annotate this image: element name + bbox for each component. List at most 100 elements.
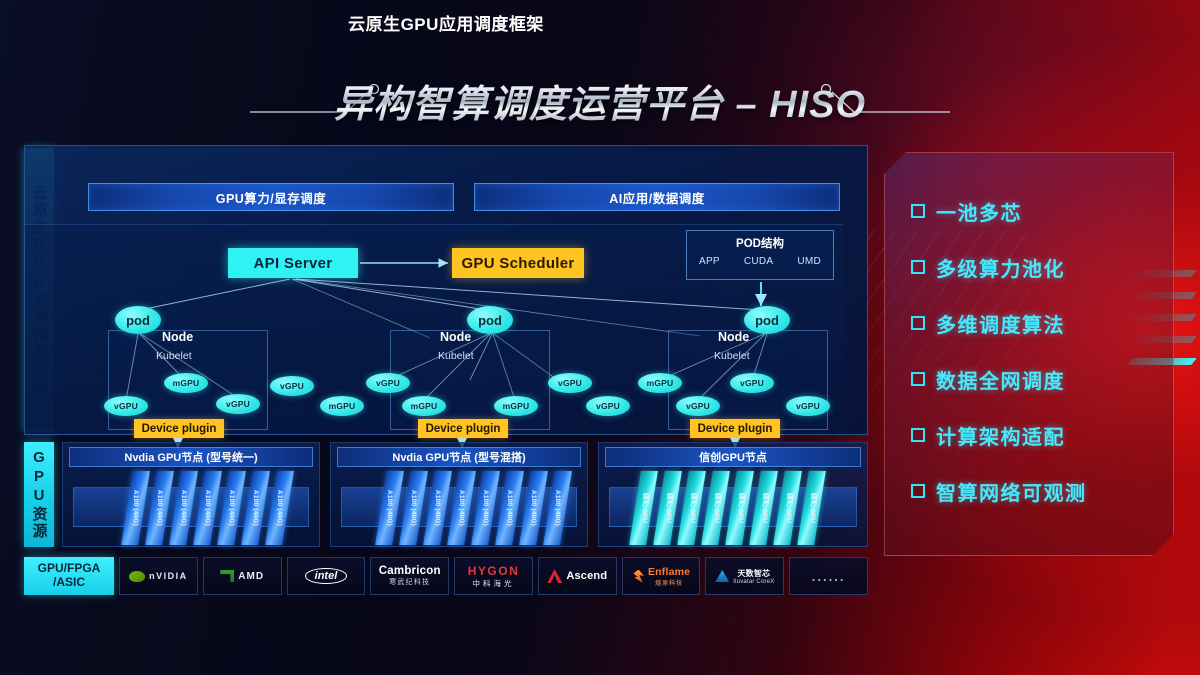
gpu-card[interactable]: A100 (40G) — [375, 471, 404, 545]
pod-structure-item-umd: UMD — [797, 256, 821, 267]
vendor-logo-enflame[interactable]: Enflame 燧原科技 — [621, 557, 701, 595]
gpu-card[interactable]: A100 (40G) — [169, 471, 198, 545]
vendor-logo-intel[interactable]: intel — [286, 557, 366, 595]
feature-item-4[interactable]: 数据全网调度 — [911, 351, 1173, 407]
vendor-logo-iluvatar[interactable]: 天数智芯 Iluvatar CoreX — [705, 557, 785, 595]
gpu-ellipse-3-4[interactable]: vGPU — [786, 396, 830, 416]
node-label-3: Node — [718, 330, 750, 344]
feature-item-1[interactable]: 一池多芯 — [911, 183, 1173, 239]
kubelet-label-3: Kubelet — [714, 350, 750, 362]
api-server-box[interactable]: API Server — [228, 248, 358, 278]
nvidia-eye-icon — [129, 570, 146, 582]
intel-oval-icon: intel — [304, 568, 348, 584]
gpu-ellipse-2-1[interactable]: vGPU — [366, 373, 410, 393]
gpu-ellipse-2-3[interactable]: mGPU — [494, 396, 538, 416]
device-plugin-1[interactable]: Device plugin — [134, 419, 224, 438]
gpu-card[interactable]: 国产 GPU — [629, 471, 658, 545]
gpu-cards-1: A100 (40G) A100 (40G) A100 (40G) A100 (4… — [63, 471, 319, 545]
gpu-group-domestic: 信创GPU节点 国产 GPU 国产 GPU 国产 GPU 国产 GPU 国产 G… — [598, 442, 868, 547]
checkbox-icon — [911, 316, 925, 330]
gpu-ellipse-3-1[interactable]: mGPU — [638, 373, 682, 393]
gpu-card[interactable]: A100 (40G) — [193, 471, 222, 545]
vendor-logo-hygon[interactable]: HYGON 中科海光 — [454, 557, 533, 595]
enflame-flame-icon — [633, 569, 644, 583]
gpu-group-title-1: Nvdia GPU节点 (型号统一) — [69, 447, 313, 467]
gpu-card[interactable]: 国产 GPU — [749, 471, 778, 545]
gpu-card[interactable]: A100 (40G) — [519, 471, 548, 545]
vendor-logo-row: GPU/FPGA /ASIC nVIDIA AMD intel Cambrico… — [24, 557, 869, 595]
gpu-ellipse-2-5[interactable]: vGPU — [586, 396, 630, 416]
vendor-category-tag: GPU/FPGA /ASIC — [24, 557, 114, 595]
gpu-ellipse-2-2[interactable]: mGPU — [402, 396, 446, 416]
gpu-card[interactable]: 国产 GPU — [653, 471, 682, 545]
gpu-ellipse-3-3[interactable]: vGPU — [730, 373, 774, 393]
gpu-cards-3: 国产 GPU 国产 GPU 国产 GPU 国产 GPU 国产 GPU 国产 GP… — [599, 471, 867, 545]
gpu-card[interactable]: 国产 GPU — [677, 471, 706, 545]
vendor-logo-nvidia[interactable]: nVIDIA — [119, 557, 198, 595]
ascend-chevron-icon — [547, 569, 563, 583]
vendor-logo-more[interactable]: ...... — [789, 557, 869, 595]
pod-structure-item-app: APP — [698, 256, 720, 267]
device-plugin-3[interactable]: Device plugin — [690, 419, 780, 438]
pod-ellipse-1[interactable]: pod — [115, 306, 161, 334]
gpu-ellipse-1-4[interactable]: vGPU — [270, 376, 314, 396]
amd-arrow-icon — [220, 570, 235, 582]
slide-title-area: 异构智算调度运营平台 – HISO — [0, 72, 1200, 128]
feature-highlight-panel: 一池多芯 多级算力池化 多维调度算法 数据全网调度 计算架构适配 智算网络可观测 — [884, 152, 1174, 556]
device-plugin-2[interactable]: Device plugin — [418, 419, 508, 438]
kubelet-label-1: Kubelet — [156, 350, 192, 362]
gpu-card[interactable]: A100 (40G) — [265, 471, 294, 545]
gpu-ellipse-2-4[interactable]: vGPU — [548, 373, 592, 393]
checkbox-icon — [911, 372, 925, 386]
bar-gpu-compute-memory-scheduling[interactable]: GPU算力/显存调度 — [88, 183, 454, 211]
gpu-card[interactable]: 国产 GPU — [701, 471, 730, 545]
title-decoration-left-icon — [250, 83, 390, 114]
gpu-resource-row: Nvdia GPU节点 (型号统一) A100 (40G) A100 (40G)… — [62, 442, 868, 547]
gpu-ellipse-3-2[interactable]: vGPU — [676, 396, 720, 416]
gpu-group-nvidia-uniform: Nvdia GPU节点 (型号统一) A100 (40G) A100 (40G)… — [62, 442, 320, 547]
checkbox-icon — [911, 260, 925, 274]
bar-ai-app-data-scheduling[interactable]: AI应用/数据调度 — [474, 183, 840, 211]
gpu-group-nvidia-mixed: Nvdia GPU节点 (型号混搭) A100 (40G) A100 (40G)… — [330, 442, 588, 547]
pod-ellipse-2[interactable]: pod — [467, 306, 513, 334]
gpu-card[interactable]: A100 (40G) — [121, 471, 150, 545]
gpu-card[interactable]: A100 (40G) — [447, 471, 476, 545]
gpu-card[interactable]: 国产 GPU — [725, 471, 754, 545]
gpu-ellipse-1-2[interactable]: mGPU — [164, 373, 208, 393]
feature-item-3[interactable]: 多维调度算法 — [911, 295, 1173, 351]
feature-item-2[interactable]: 多级算力池化 — [911, 239, 1173, 295]
gpu-card[interactable]: A100 (40G) — [471, 471, 500, 545]
vendor-tag-line1: GPU/FPGA — [37, 561, 101, 576]
gpu-scheduler-box[interactable]: GPU Scheduler — [452, 248, 584, 278]
gpu-ellipse-1-3[interactable]: vGPU — [216, 394, 260, 414]
gpu-card[interactable]: 国产 GPU — [797, 471, 826, 545]
gpu-card[interactable]: A100 (40G) — [399, 471, 428, 545]
vendor-logo-cambricon[interactable]: Cambricon 寒武纪科技 — [370, 557, 450, 595]
feature-item-6[interactable]: 智算网络可观测 — [911, 463, 1173, 519]
framework-heading: 云原生GPU应用调度框架 — [348, 15, 544, 34]
gpu-card[interactable]: 国产 GPU — [773, 471, 802, 545]
gpu-card[interactable]: A100 (40G) — [145, 471, 174, 545]
gpu-card[interactable]: A100 (40G) — [217, 471, 246, 545]
gpu-card[interactable]: A100 (40G) — [241, 471, 270, 545]
gpu-group-title-2: Nvdia GPU节点 (型号混搭) — [337, 447, 581, 467]
iluvatar-mountain-icon — [715, 570, 730, 582]
node-label-1: Node — [162, 330, 194, 344]
gpu-card[interactable]: A100 (40G) — [543, 471, 572, 545]
vendor-tag-line2: /ASIC — [52, 575, 85, 589]
gpu-card[interactable]: A100 (40G) — [423, 471, 452, 545]
vendor-logo-amd[interactable]: AMD — [202, 557, 282, 595]
checkbox-icon — [911, 428, 925, 442]
pod-structure-box: POD结构 APP CUDA UMD — [686, 230, 834, 280]
checkbox-icon — [911, 204, 925, 218]
title-decoration-right-icon — [810, 83, 950, 114]
pod-ellipse-3[interactable]: pod — [744, 306, 790, 334]
pod-structure-title: POD结构 — [736, 238, 784, 250]
gpu-card[interactable]: A100 (40G) — [495, 471, 524, 545]
feature-item-5[interactable]: 计算架构适配 — [911, 407, 1173, 463]
vendor-logo-ascend[interactable]: Ascend — [537, 557, 617, 595]
gpu-ellipse-1-5[interactable]: mGPU — [320, 396, 364, 416]
gpu-ellipse-1-1[interactable]: vGPU — [104, 396, 148, 416]
page-title: 异构智算调度运营平台 – HISO — [334, 73, 866, 128]
